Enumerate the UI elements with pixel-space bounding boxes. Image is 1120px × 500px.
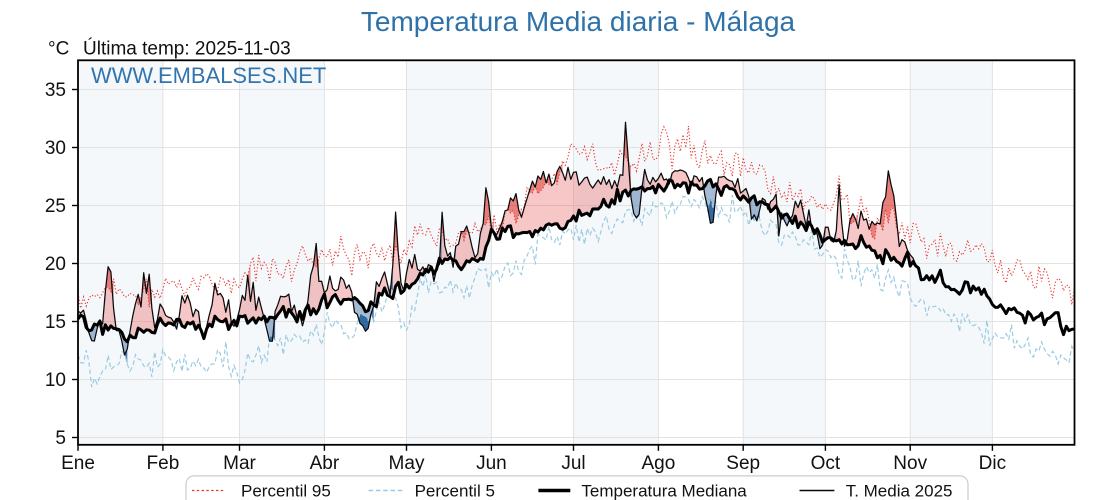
svg-text:25: 25 [45, 196, 66, 217]
svg-text:35: 35 [45, 80, 66, 101]
svg-text:30: 30 [45, 138, 66, 159]
svg-text:Abr: Abr [310, 453, 340, 474]
svg-text:Percentil 5: Percentil 5 [415, 481, 495, 500]
svg-text:Feb: Feb [147, 453, 180, 474]
svg-text:Nov: Nov [893, 453, 927, 474]
svg-text:Temperatura Media diaria - Mál: Temperatura Media diaria - Málaga [361, 6, 796, 37]
svg-text:5: 5 [55, 428, 66, 449]
svg-text:Ago: Ago [641, 453, 675, 474]
svg-text:May: May [389, 453, 425, 474]
svg-text:Sep: Sep [726, 453, 760, 474]
svg-text:Dic: Dic [979, 453, 1006, 474]
svg-text:15: 15 [45, 312, 66, 333]
svg-text:°C: °C [48, 39, 69, 60]
svg-text:10: 10 [45, 370, 66, 391]
svg-text:WWW.EMBALSES.NET: WWW.EMBALSES.NET [91, 63, 327, 88]
svg-text:Temperatura Mediana: Temperatura Mediana [581, 481, 747, 500]
svg-text:Percentil 95: Percentil 95 [241, 481, 331, 500]
svg-text:Última temp: 2025-11-03: Última temp: 2025-11-03 [83, 38, 291, 60]
svg-text:Jul: Jul [561, 453, 585, 474]
svg-text:20: 20 [45, 254, 66, 275]
svg-text:Ene: Ene [61, 453, 95, 474]
svg-text:Oct: Oct [811, 453, 841, 474]
svg-text:T. Media 2025: T. Media 2025 [846, 481, 953, 500]
svg-text:Jun: Jun [476, 453, 507, 474]
svg-text:Mar: Mar [223, 453, 256, 474]
